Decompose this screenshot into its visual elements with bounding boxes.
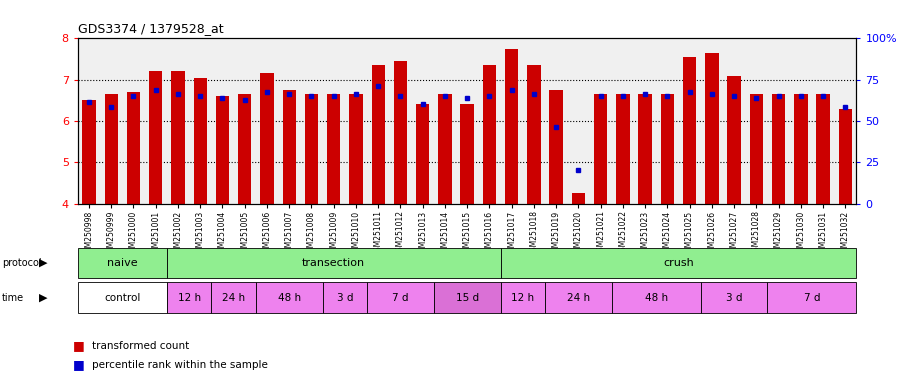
Bar: [167, 248, 500, 278]
Text: 24 h: 24 h: [567, 293, 590, 303]
Bar: [434, 282, 500, 313]
Bar: [500, 282, 545, 313]
Bar: [638, 94, 652, 204]
Bar: [616, 94, 629, 204]
Bar: [171, 71, 185, 204]
Bar: [701, 282, 768, 313]
Bar: [78, 282, 167, 313]
Text: time: time: [2, 293, 24, 303]
Bar: [505, 49, 518, 204]
Bar: [149, 71, 162, 204]
Bar: [461, 104, 474, 204]
Bar: [305, 94, 318, 204]
Bar: [349, 94, 363, 204]
Bar: [126, 92, 140, 204]
Bar: [550, 90, 562, 204]
Bar: [483, 65, 496, 204]
Text: ■: ■: [73, 358, 85, 371]
Bar: [372, 65, 385, 204]
Text: crush: crush: [663, 258, 693, 268]
Bar: [794, 94, 808, 204]
Bar: [500, 248, 856, 278]
Text: 3 d: 3 d: [336, 293, 353, 303]
Bar: [612, 282, 701, 313]
Bar: [749, 94, 763, 204]
Bar: [282, 90, 296, 204]
Bar: [660, 94, 674, 204]
Bar: [545, 282, 612, 313]
Bar: [322, 282, 367, 313]
Bar: [727, 76, 741, 204]
Bar: [528, 65, 540, 204]
Text: transection: transection: [302, 258, 365, 268]
Text: ▶: ▶: [38, 258, 47, 268]
Text: transformed count: transformed count: [92, 341, 189, 351]
Bar: [216, 96, 229, 204]
Bar: [816, 94, 830, 204]
Text: ▶: ▶: [38, 293, 47, 303]
Bar: [78, 248, 167, 278]
Bar: [705, 53, 718, 204]
Bar: [82, 100, 95, 204]
Bar: [438, 94, 452, 204]
Text: naive: naive: [107, 258, 137, 268]
Bar: [768, 282, 856, 313]
Text: 12 h: 12 h: [511, 293, 534, 303]
Bar: [193, 78, 207, 204]
Text: 12 h: 12 h: [178, 293, 201, 303]
Bar: [256, 282, 322, 313]
Bar: [367, 282, 434, 313]
Bar: [394, 61, 407, 204]
Bar: [594, 94, 607, 204]
Bar: [327, 94, 341, 204]
Bar: [260, 73, 274, 204]
Bar: [104, 94, 118, 204]
Bar: [167, 282, 212, 313]
Text: 7 d: 7 d: [392, 293, 409, 303]
Bar: [839, 109, 852, 204]
Text: 15 d: 15 d: [455, 293, 479, 303]
Bar: [416, 104, 430, 204]
Text: 48 h: 48 h: [645, 293, 668, 303]
Text: ■: ■: [73, 339, 85, 352]
Text: protocol: protocol: [2, 258, 41, 268]
Text: GDS3374 / 1379528_at: GDS3374 / 1379528_at: [78, 22, 224, 35]
Text: 7 d: 7 d: [803, 293, 820, 303]
Text: 3 d: 3 d: [725, 293, 742, 303]
Bar: [572, 193, 585, 204]
Text: percentile rank within the sample: percentile rank within the sample: [92, 360, 267, 370]
Bar: [772, 94, 785, 204]
Text: 24 h: 24 h: [222, 293, 245, 303]
Bar: [238, 94, 251, 204]
Bar: [212, 282, 256, 313]
Text: 48 h: 48 h: [278, 293, 300, 303]
Text: control: control: [104, 293, 140, 303]
Bar: [683, 57, 696, 204]
